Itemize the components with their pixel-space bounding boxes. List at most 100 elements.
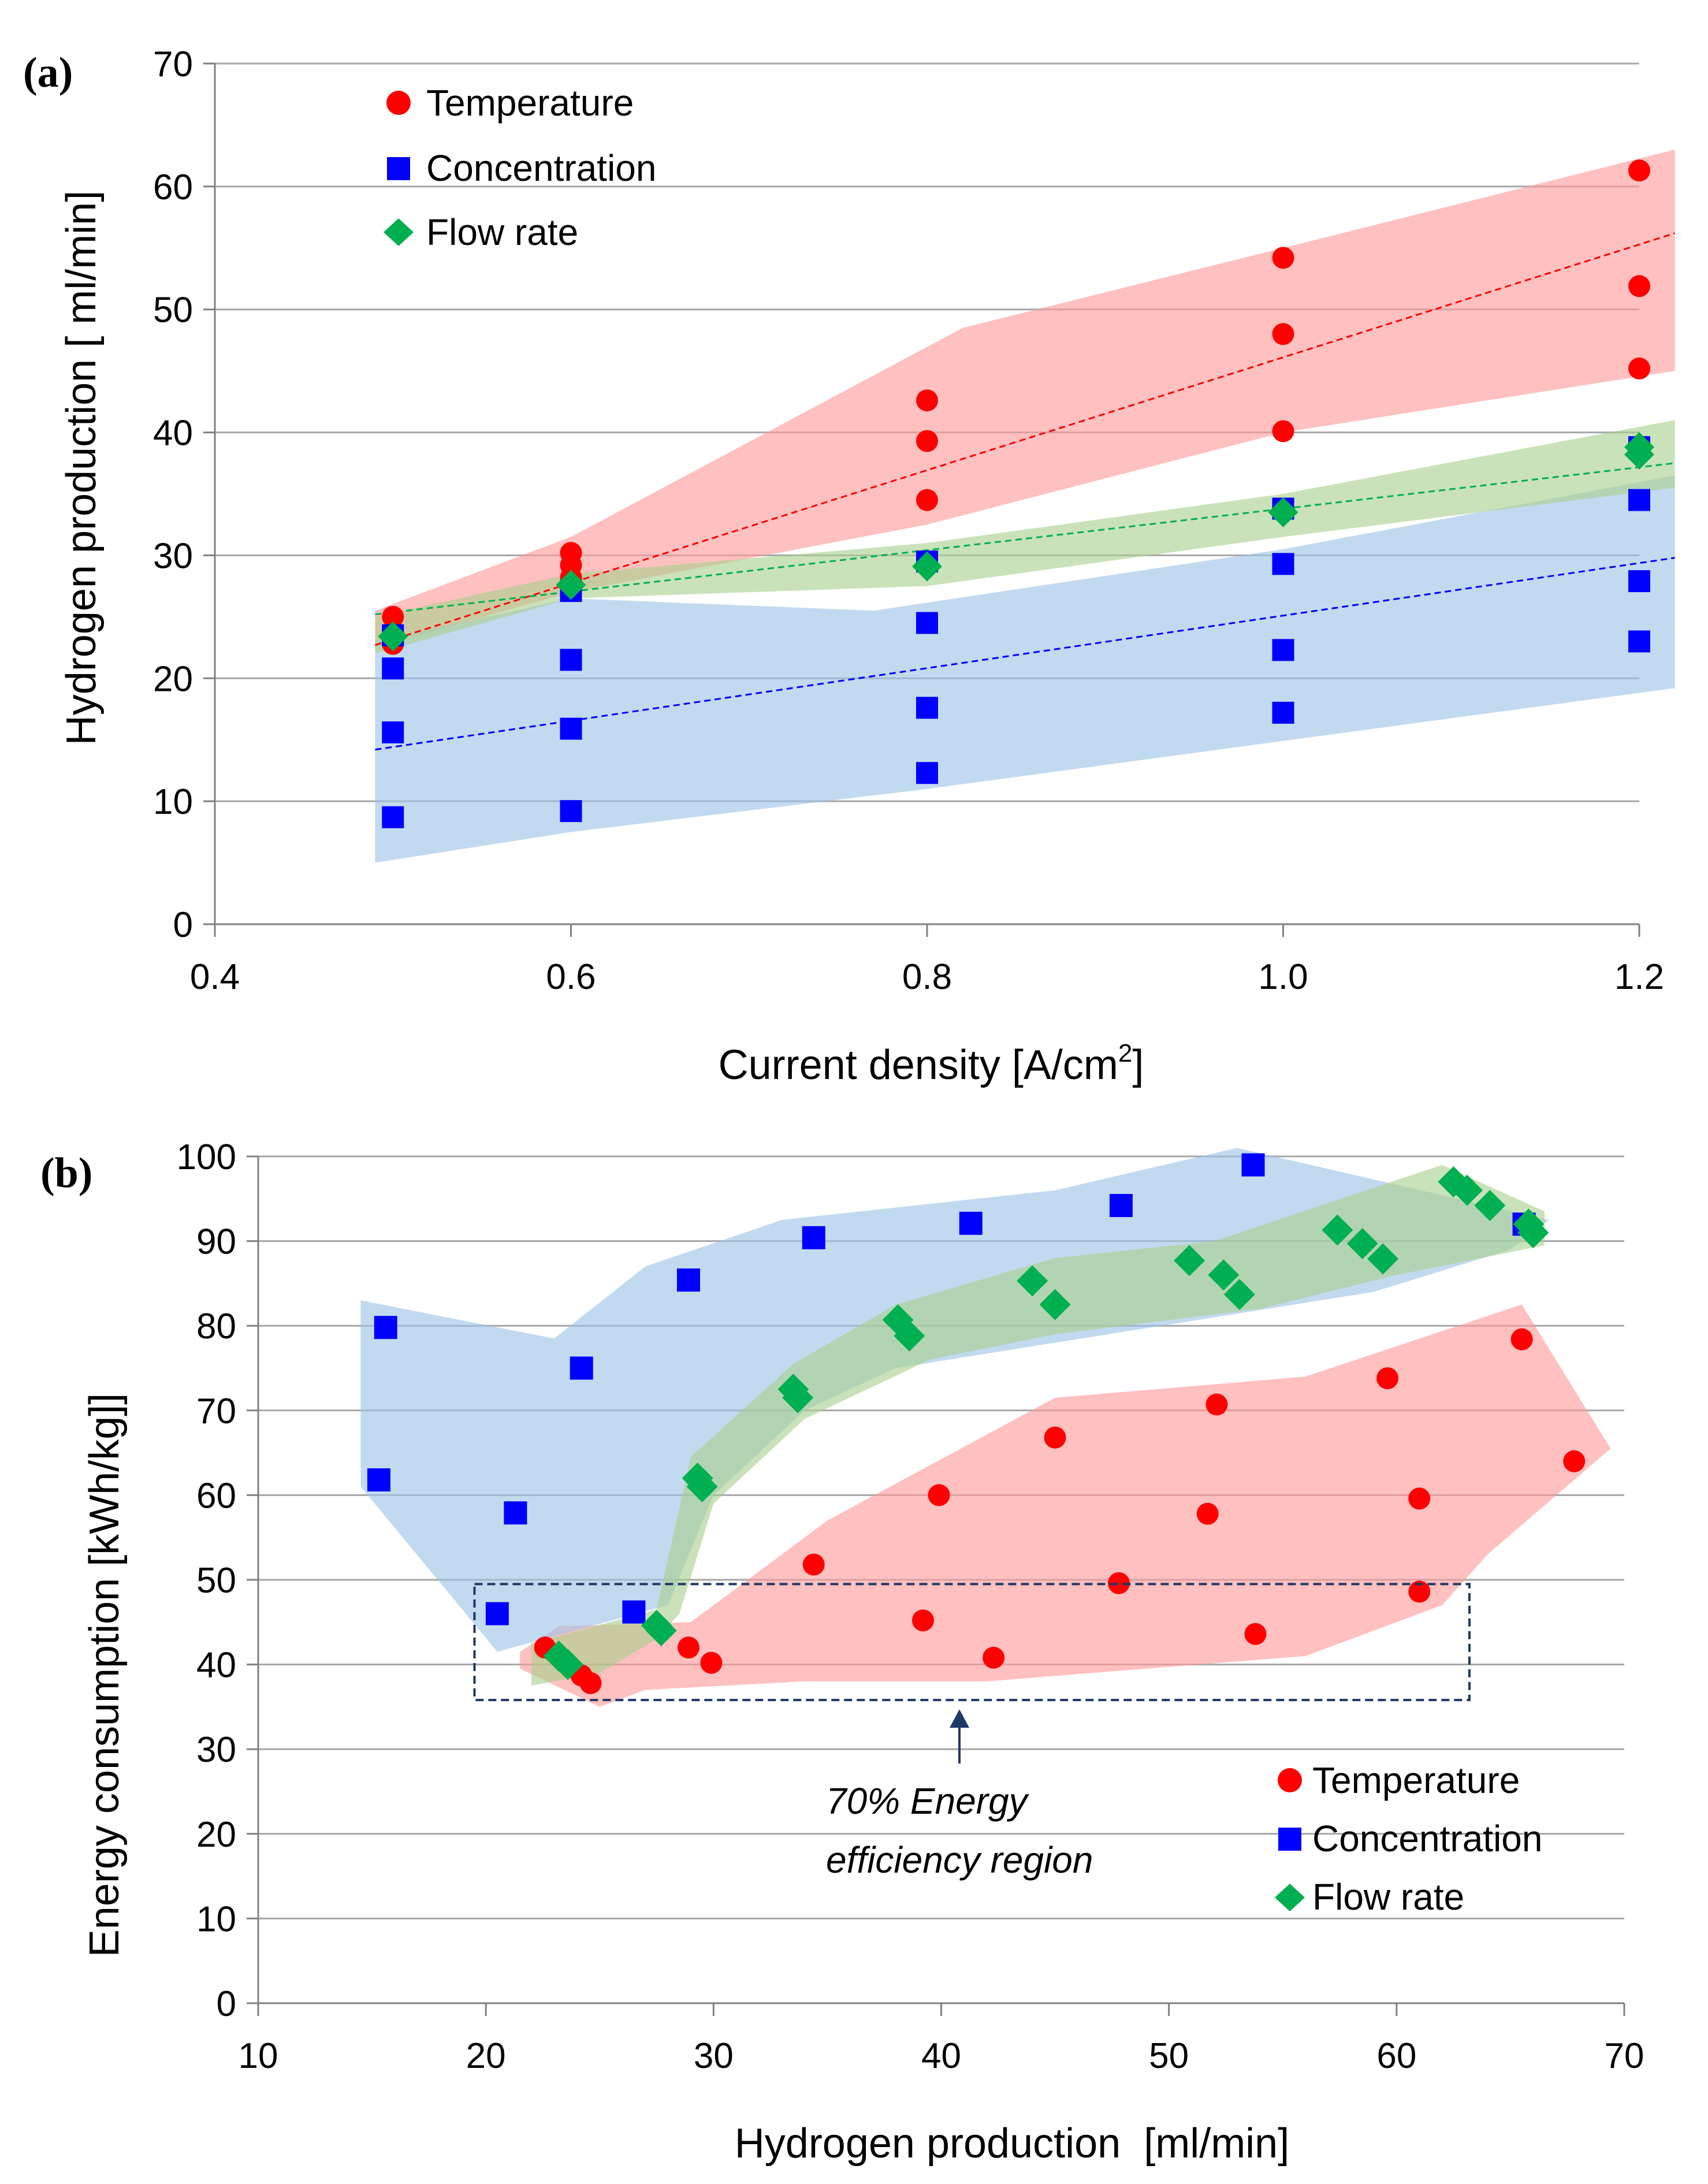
panel-b-temperature-point [983, 1646, 1005, 1669]
panel-b-flow-rate-point [1346, 1227, 1378, 1259]
legend-a-concentration-marker [387, 157, 410, 180]
panel-b-y-tick-label: 80 [196, 1307, 236, 1346]
panel-a-temperature-point [1272, 247, 1294, 269]
panel-a-concentration-point [1272, 553, 1294, 575]
panel-b-label: (b) [40, 1149, 92, 1197]
panel-a-flow-rate-point [1624, 432, 1654, 463]
panel-b-y-tick-label: 90 [196, 1222, 236, 1262]
panel-a-y-tick-label: 60 [153, 168, 193, 207]
panel-b-points [367, 1153, 1586, 1694]
legend-b-flow-rate-marker [1275, 1884, 1305, 1911]
panel-a-temperature-band [375, 150, 1675, 648]
panel-b-annotation-region [473, 1583, 1471, 1764]
panel-a-temperature-point [916, 430, 938, 452]
panel-b-temperature-point [1408, 1580, 1431, 1603]
panel-a-x-axis-label-sup: 2 [1118, 1039, 1132, 1067]
panel-a-temperature-point [1628, 159, 1650, 182]
panel-b-flow-rate-point [1474, 1190, 1506, 1222]
panel-a-y-tick-label: 10 [153, 782, 193, 822]
panel-b-concentration-point [504, 1501, 527, 1525]
panel-a-concentration-point [560, 717, 582, 740]
legend-b-concentration-marker [1278, 1828, 1301, 1851]
panel-a-concentration-point [560, 800, 582, 823]
panel-b-temperature-point [1044, 1426, 1066, 1449]
panel-b-y-tick-label: 40 [196, 1646, 236, 1686]
panel-a-y-axis-label: Hydrogen production [ ml/min] [58, 191, 105, 745]
panel-b-concentration-point [676, 1268, 700, 1292]
panel-b-flow-rate-point [552, 1649, 584, 1680]
panel-a-temperature-point [560, 542, 582, 564]
panel-a-y-tick-label: 20 [153, 659, 193, 699]
panel-b-y-tick-label: 0 [217, 1984, 236, 2024]
panel-b-temperature-point [1244, 1623, 1267, 1645]
panel-b-x-tick-label: 10 [239, 2036, 278, 2076]
panel-b-temperature-point [911, 1609, 934, 1632]
annotation-line-2: efficiency region [826, 1839, 1093, 1881]
panel-a-x-tick-label: 0.4 [190, 957, 240, 997]
panel-b-temperature-band [520, 1304, 1611, 1707]
panel-a-y-tick-label: 40 [153, 414, 193, 453]
panel-a-x-axis-label: Current density [A/cm2] [719, 1039, 1144, 1088]
panel-b-flow-rate-point [782, 1382, 814, 1413]
panel-a-temperature-point [1272, 420, 1294, 442]
panel-b-x-tick-label: 20 [466, 2036, 506, 2076]
panel-a-concentration-point [1628, 630, 1650, 653]
panel-b-concentration-point [374, 1316, 397, 1340]
panel-b-flow-rate-band [531, 1164, 1545, 1686]
panel-b-concentration-point [485, 1602, 509, 1625]
panel-a-concentration-point [382, 657, 404, 680]
panel-a-concentration-point [382, 806, 404, 828]
panel-a-tick-labels: 0 10 20 30 40 50 60 70 0.4 0.6 0.8 1.0 1.2 [153, 44, 1664, 997]
panel-a-label: (a) [23, 49, 73, 96]
panel-b-y-tick-label: 70 [196, 1391, 236, 1431]
panel-a-x-axis-label-end: ] [1132, 1042, 1144, 1088]
panel-b-flow-rate-point [645, 1614, 677, 1646]
panel-a-concentration-point [916, 612, 938, 634]
panel-a-temperature-point [916, 389, 938, 412]
annotation-region-box [473, 1583, 1471, 1702]
panel-a-y-tick-label: 70 [153, 44, 193, 84]
panel-a-x-tick-label: 1.0 [1258, 957, 1308, 997]
panel-a-concentration-trendline [375, 557, 1675, 751]
panel-a-axes [203, 62, 1640, 937]
panel-b-temperature-point [1107, 1572, 1130, 1594]
panel-b-y-tick-label: 10 [196, 1899, 236, 1939]
panel-a-temperature-point [382, 605, 404, 628]
legend-b-flow-rate-label: Flow rate [1312, 1876, 1464, 1918]
panel-a-flow-rate-point [912, 551, 942, 582]
panel-a-concentration-point [382, 721, 404, 743]
panel-a-legend: Temperature Concentration Flow rate [384, 82, 656, 253]
legend-a-temperature-label: Temperature [426, 82, 634, 124]
panel-b-flow-rate-point [1223, 1278, 1255, 1310]
panel-b-temperature-point [1408, 1487, 1431, 1510]
legend-b-temperature-label: Temperature [1312, 1759, 1520, 1801]
panel-b-x-tick-label: 30 [694, 2036, 734, 2076]
panel-b-flow-rate-point [686, 1471, 718, 1502]
panel-b-y-tick-label: 30 [196, 1730, 236, 1770]
panel-b-temperature-point [1205, 1393, 1228, 1416]
panel-b-flow-rate-point [1452, 1174, 1483, 1206]
panel-a-trendlines [374, 232, 1676, 751]
legend-a-flow-rate-label: Flow rate [426, 211, 578, 253]
panel-b-concentration-point [622, 1600, 646, 1624]
legend-a-flow-rate-marker [384, 218, 414, 246]
panel-b-concentration-point [1109, 1194, 1133, 1218]
panel-b-flow-rate-point [1039, 1289, 1071, 1320]
panel-a-temperature-trendline [374, 232, 1676, 646]
panel-b-temperature-point [579, 1672, 602, 1694]
panel-a-concentration-point [1628, 489, 1650, 511]
panel-a-concentration-point [916, 697, 938, 719]
panel-a-flow-rate-point [1268, 497, 1298, 527]
panel-a-concentration-point [1628, 570, 1650, 593]
panel-b-temperature-point [1196, 1502, 1219, 1525]
panel-b-legend: Temperature Concentration Flow rate [1275, 1759, 1542, 1918]
panel-b-y-tick-label: 20 [196, 1815, 236, 1855]
panel-b-flow-rate-point [1017, 1265, 1048, 1297]
panel-b-axes [247, 1155, 1625, 2016]
panel-b-flow-rate-point [1174, 1245, 1205, 1277]
panel-a-x-tick-label: 0.8 [902, 957, 952, 997]
panel-b-flow-rate-point [1517, 1216, 1549, 1248]
panel-b-y-tick-label: 100 [177, 1137, 236, 1177]
